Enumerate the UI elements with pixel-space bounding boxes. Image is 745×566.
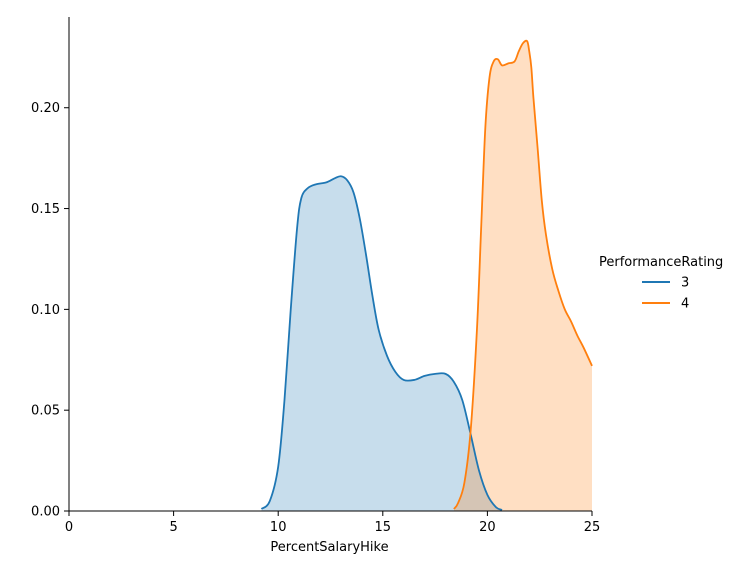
y-tick-label: 0.15 <box>31 202 60 217</box>
legend-label-3: 3 <box>681 276 689 291</box>
density-lines <box>260 39 593 511</box>
x-tick-label: 10 <box>270 520 287 535</box>
density-fills <box>261 40 592 512</box>
density-line-4 <box>453 39 593 510</box>
legend-title: PerformanceRating <box>599 255 723 270</box>
legend: PerformanceRating 34 <box>599 255 723 312</box>
x-ticks: 0 5 10 15 20 25 <box>65 511 600 535</box>
legend-label-4: 4 <box>681 297 689 312</box>
x-axis-title: PercentSalaryHike <box>270 540 388 555</box>
density-line-3 <box>260 175 503 511</box>
x-tick-label: 5 <box>169 520 177 535</box>
x-tick-label: 20 <box>479 520 496 535</box>
x-tick-label: 0 <box>65 520 73 535</box>
y-tick-label: 0.20 <box>31 101 60 116</box>
x-tick-label: 25 <box>584 520 601 535</box>
y-tick-label: 0.10 <box>31 303 60 318</box>
legend-entries: 34 <box>642 276 689 312</box>
y-tick-label: 0.05 <box>31 404 60 419</box>
density-fill-4 <box>453 40 592 512</box>
axes <box>68 17 592 512</box>
y-ticks: 0.00 0.05 0.10 0.15 0.20 <box>31 101 69 520</box>
y-tick-label: 0.00 <box>31 505 60 520</box>
x-tick-label: 15 <box>375 520 392 535</box>
